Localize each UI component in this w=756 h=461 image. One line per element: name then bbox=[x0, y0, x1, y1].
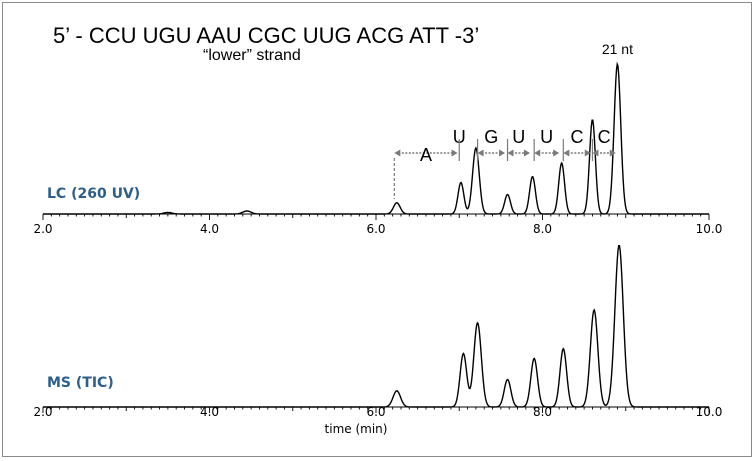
peak-label-21nt: 21 nt bbox=[602, 41, 633, 57]
base-arrowhead-left-5 bbox=[563, 149, 570, 157]
lc-panel: LC (260 UV) 2.0 4.0 6.0 8.0 10.0AU G U U C C21 nt bbox=[33, 41, 722, 236]
ms-panel: MS (TIC) time (min) 2.0 4.0 6.0 8.0 10.0 bbox=[33, 244, 723, 436]
base-label-1: U bbox=[453, 127, 466, 147]
base-label-0: A bbox=[420, 145, 432, 165]
base-arrowhead-right-0 bbox=[451, 149, 458, 157]
base-arrowhead-left-6 bbox=[592, 149, 599, 157]
strand-subtitle: “lower” strand bbox=[203, 47, 301, 64]
ms-trace bbox=[43, 244, 709, 408]
lc-tick-label-1: 4.0 bbox=[200, 222, 219, 236]
base-arrowhead-right-3 bbox=[524, 149, 531, 157]
ms-tick-label-1: 4.0 bbox=[200, 405, 219, 419]
lc-tick-label-0: 2.0 bbox=[33, 222, 52, 236]
ms-tick-label-0: 2.0 bbox=[33, 405, 52, 419]
x-axis-title: time (min) bbox=[325, 422, 388, 436]
ms-series-label: MS (TIC) bbox=[47, 375, 114, 391]
lc-tick-label-4: 10.0 bbox=[696, 222, 723, 236]
sequence-title: 5’ - CCU UGU AAU CGC UUG ACG ATT -3’ bbox=[53, 23, 479, 48]
chromatogram-figure: 5’ - CCU UGU AAU CGC UUG ACG ATT -3’ “lo… bbox=[33, 23, 723, 436]
base-arrowhead-left-4 bbox=[534, 149, 541, 157]
ms-tick-label-3: 8.0 bbox=[533, 405, 552, 419]
base-arrowhead-right-5 bbox=[584, 149, 591, 157]
lc-tick-label-2: 6.0 bbox=[366, 222, 385, 236]
base-arrowhead-left-2 bbox=[477, 149, 484, 157]
base-label-2: G bbox=[484, 127, 498, 147]
ms-tick-label-4: 10.0 bbox=[696, 405, 723, 419]
base-label-4: U bbox=[540, 127, 553, 147]
base-arrowhead-right-6 bbox=[609, 149, 616, 157]
lc-series-label: LC (260 UV) bbox=[47, 186, 140, 202]
base-label-3: U bbox=[512, 127, 525, 147]
lc-tick-label-3: 8.0 bbox=[533, 222, 552, 236]
base-arrowhead-right-4 bbox=[553, 149, 560, 157]
figure-frame: 5’ - CCU UGU AAU CGC UUG ACG ATT -3’ “lo… bbox=[2, 2, 752, 457]
base-label-6: C bbox=[598, 127, 611, 147]
ms-tick-label-2: 6.0 bbox=[366, 405, 385, 419]
base-arrowhead-left-3 bbox=[507, 149, 514, 157]
base-arrowhead-left-0 bbox=[394, 149, 401, 157]
base-label-5: C bbox=[571, 127, 584, 147]
base-arrowhead-right-2 bbox=[499, 149, 506, 157]
